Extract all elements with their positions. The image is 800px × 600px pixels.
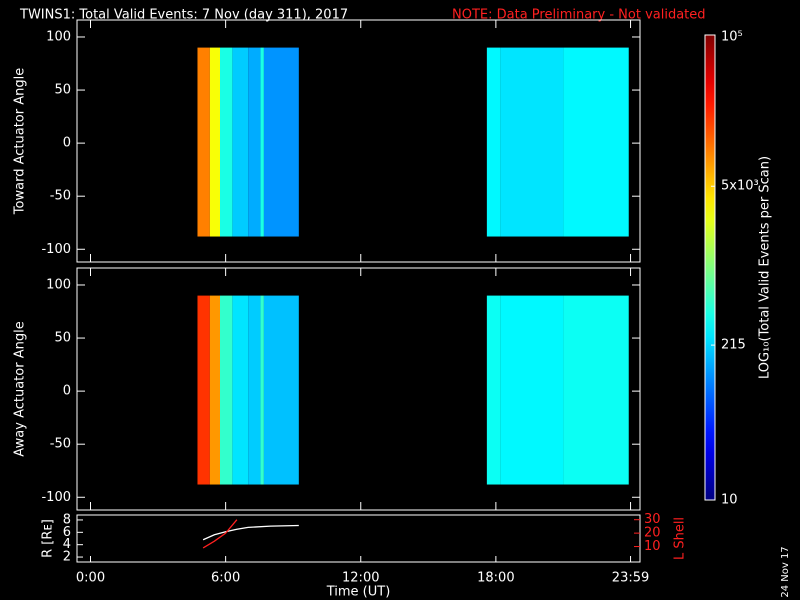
heatmap-cell bbox=[232, 47, 249, 237]
plot-frame bbox=[76, 514, 641, 563]
y-tick-label: 0 bbox=[63, 384, 71, 399]
date-stamp: 24 Nov 17 bbox=[780, 546, 791, 597]
y-tick-label: 4 bbox=[63, 537, 71, 552]
y-tick-label: 100 bbox=[46, 277, 71, 292]
heatmap-cell bbox=[248, 295, 261, 485]
y2-tick-label: 30 bbox=[644, 512, 661, 527]
y-tick-label: 50 bbox=[54, 83, 71, 98]
y2-tick-label: 20 bbox=[644, 526, 661, 541]
note: NOTE: Data Preliminary - Not validated bbox=[452, 8, 706, 23]
y2-axis-label: L Shell bbox=[673, 517, 688, 560]
colorbar-tick-label: 215 bbox=[721, 338, 746, 353]
heatmap-cell bbox=[500, 295, 564, 485]
heatmap-cell bbox=[260, 47, 264, 237]
heatmap-cell bbox=[248, 47, 261, 237]
chart-title: TWINS1: Total Valid Events: 7 Nov (day 3… bbox=[19, 8, 348, 23]
heatmap-cell bbox=[486, 295, 501, 485]
plot-frame bbox=[76, 19, 641, 263]
y-tick-label: -100 bbox=[41, 242, 71, 257]
heatmap-cell bbox=[220, 47, 233, 237]
y-axis-label: Toward Actuator Angle bbox=[13, 68, 28, 215]
y-tick-label: 50 bbox=[54, 331, 71, 346]
heatmap-cell bbox=[197, 295, 210, 485]
plot-frame bbox=[76, 267, 641, 511]
y-axis-label: Away Actuator Angle bbox=[13, 321, 28, 456]
heatmap-cell bbox=[486, 47, 501, 237]
x-tick-label: 23:59 bbox=[612, 571, 649, 586]
y-tick-label: 6 bbox=[63, 525, 71, 540]
series-line bbox=[202, 519, 238, 549]
y-tick-label: 2 bbox=[63, 550, 71, 565]
colorbar-tick-label: 10⁵ bbox=[721, 30, 743, 45]
heatmap-cell bbox=[263, 295, 299, 485]
y-tick-label: -100 bbox=[41, 490, 71, 505]
heatmap-cell bbox=[500, 47, 564, 237]
y-tick-label: 8 bbox=[63, 512, 71, 527]
y-tick-label: -50 bbox=[50, 437, 71, 452]
colorbar-tick-label: 5x10³ bbox=[721, 179, 759, 194]
x-tick-label: 6:00 bbox=[211, 571, 240, 586]
heatmap-cell bbox=[209, 47, 221, 237]
x-tick-label: 0:00 bbox=[76, 571, 105, 586]
heatmap-cell bbox=[260, 295, 264, 485]
y-axis-label: R [Rᴇ] bbox=[41, 519, 56, 558]
x-tick-label: 12:00 bbox=[342, 571, 379, 586]
y-tick-label: 100 bbox=[46, 29, 71, 44]
colorbar bbox=[704, 34, 716, 501]
y2-tick-label: 10 bbox=[644, 539, 661, 554]
colorbar-tick-label: 10 bbox=[721, 493, 738, 508]
colorbar-label: LOG₁₀(Total Valid Events per Scan) bbox=[758, 156, 773, 379]
heatmap-cell bbox=[209, 295, 221, 485]
x-axis-label: Time (UT) bbox=[326, 585, 391, 600]
series-line bbox=[202, 524, 299, 541]
heatmap-cell bbox=[563, 47, 629, 237]
heatmap-cell bbox=[220, 295, 233, 485]
y-tick-label: -50 bbox=[50, 189, 71, 204]
heatmap-cell bbox=[197, 47, 210, 237]
heatmap-cell bbox=[263, 47, 299, 237]
heatmap-cell bbox=[232, 295, 249, 485]
y-tick-label: 0 bbox=[63, 136, 71, 151]
x-tick-label: 18:00 bbox=[477, 571, 514, 586]
heatmap-cell bbox=[563, 295, 629, 485]
